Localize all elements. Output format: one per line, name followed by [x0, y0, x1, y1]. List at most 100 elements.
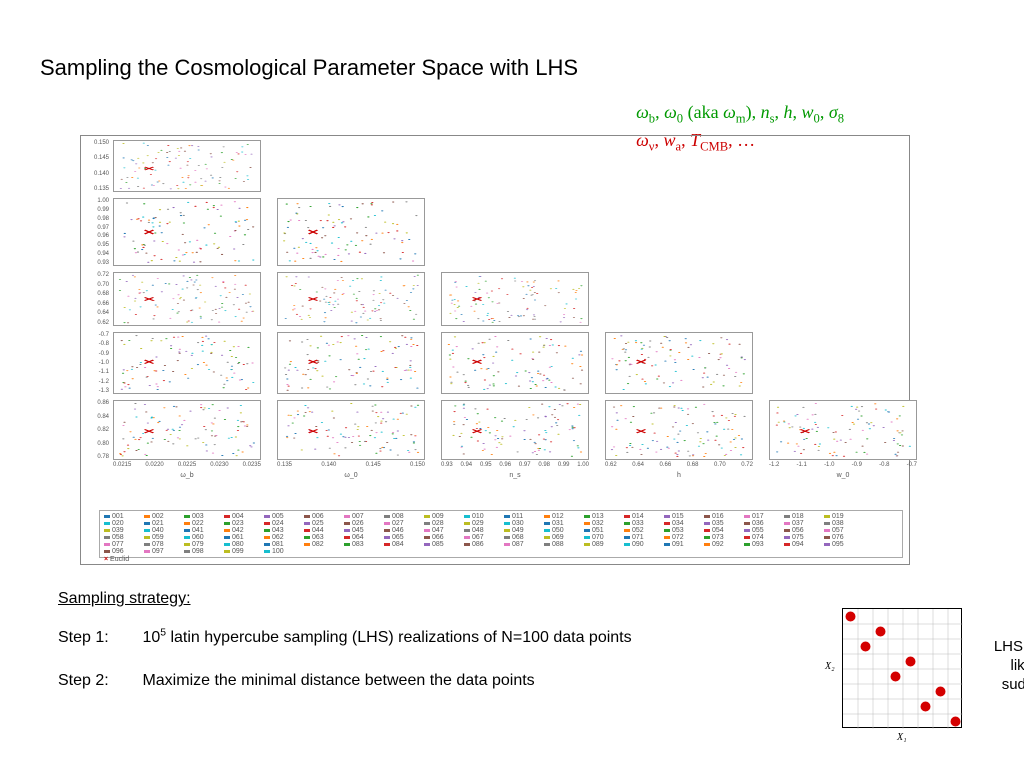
legend-item-40: 040	[144, 527, 184, 534]
panel-r4-c4	[769, 400, 917, 460]
panel-r0-c0	[113, 140, 261, 192]
legend-item-35: 035	[704, 520, 744, 527]
legend-item-75: 075	[784, 534, 824, 541]
legend-item-34: 034	[664, 520, 704, 527]
panel-r4-c1	[277, 400, 425, 460]
legend-item-43: 043	[264, 527, 304, 534]
legend-item-61: 061	[224, 534, 264, 541]
legend-item-82: 082	[304, 541, 344, 548]
step-1: Step 1: 105 latin hypercube sampling (LH…	[58, 628, 632, 647]
legend-item-48: 048	[464, 527, 504, 534]
xlabel-col-2: n_s	[441, 472, 589, 479]
legend-item-26: 026	[344, 520, 384, 527]
legend-item-78: 078	[144, 541, 184, 548]
legend-item-89: 089	[584, 541, 624, 548]
legend-item-16: 016	[704, 513, 744, 520]
legend-item-15: 015	[664, 513, 704, 520]
legend-item-38: 038	[824, 520, 864, 527]
legend-item-71: 071	[624, 534, 664, 541]
legend-item-27: 027	[384, 520, 424, 527]
legend-item-7: 007	[344, 513, 384, 520]
sudoku-caption: LHS looks like a sudoku!	[984, 638, 1024, 694]
legend-item-64: 064	[344, 534, 384, 541]
legend-item-50: 050	[544, 527, 584, 534]
legend-item-67: 067	[464, 534, 504, 541]
legend-item-65: 065	[384, 534, 424, 541]
panel-r3-c3	[605, 332, 753, 394]
legend-item-42: 042	[224, 527, 264, 534]
legend-item-18: 018	[784, 513, 824, 520]
legend-item-22: 022	[184, 520, 224, 527]
legend-item-74: 074	[744, 534, 784, 541]
legend-euclid: × Euclid	[104, 556, 898, 563]
xlabel-col-1: ω_0	[277, 472, 425, 479]
legend-item-39: 039	[104, 527, 144, 534]
legend-item-69: 069	[544, 534, 584, 541]
scatter-matrix-figure: 0.1350.1400.1450.150 0.930.940.950.960.97…	[80, 135, 910, 565]
legend-item-57: 057	[824, 527, 864, 534]
xlabel-col-4: w_0	[769, 472, 917, 479]
panel-r3-c2	[441, 332, 589, 394]
legend-item-29: 029	[464, 520, 504, 527]
legend-item-11: 011	[504, 513, 544, 520]
legend-item-96: 096	[104, 548, 144, 555]
legend-item-59: 059	[144, 534, 184, 541]
step2-label: Step 2:	[58, 672, 138, 690]
legend: 0010020030040050060070080090100110120130…	[99, 510, 903, 558]
step2-text: Maximize the minimal distance between th…	[142, 672, 534, 689]
legend-item-33: 033	[624, 520, 664, 527]
legend-item-32: 032	[584, 520, 624, 527]
legend-item-83: 083	[344, 541, 384, 548]
panel-r4-c0	[113, 400, 261, 460]
legend-item-76: 076	[824, 534, 864, 541]
legend-item-45: 045	[344, 527, 384, 534]
panel-r2-c2	[441, 272, 589, 326]
legend-item-5: 005	[264, 513, 304, 520]
strategy-heading: Sampling strategy:	[58, 590, 191, 608]
legend-item-77: 077	[104, 541, 144, 548]
legend-item-20: 020	[104, 520, 144, 527]
step1-label: Step 1:	[58, 629, 138, 647]
legend-item-2: 002	[144, 513, 184, 520]
legend-item-84: 084	[384, 541, 424, 548]
legend-item-51: 051	[584, 527, 624, 534]
legend-item-47: 047	[424, 527, 464, 534]
legend-item-56: 056	[784, 527, 824, 534]
xlabel-col-0: ω_b	[113, 472, 261, 479]
xticks-col-1: 0.1350.1400.1450.150	[277, 462, 425, 468]
legend-item-17: 017	[744, 513, 784, 520]
legend-item-81: 081	[264, 541, 304, 548]
yticks-row-3: -1.3-1.2-1.1-1.0-0.9-0.8-0.7	[81, 332, 109, 394]
legend-item-70: 070	[584, 534, 624, 541]
legend-item-6: 006	[304, 513, 344, 520]
legend-item-1: 001	[104, 513, 144, 520]
legend-item-60: 060	[184, 534, 224, 541]
legend-item-10: 010	[464, 513, 504, 520]
legend-item-30: 030	[504, 520, 544, 527]
legend-item-100: 100	[264, 548, 304, 555]
legend-item-91: 091	[664, 541, 704, 548]
yticks-row-0: 0.1350.1400.1450.150	[81, 140, 109, 192]
legend-item-49: 049	[504, 527, 544, 534]
yticks-row-2: 0.620.640.660.680.700.72	[81, 272, 109, 326]
legend-item-97: 097	[144, 548, 184, 555]
legend-item-14: 014	[624, 513, 664, 520]
legend-item-66: 066	[424, 534, 464, 541]
legend-item-44: 044	[304, 527, 344, 534]
legend-item-37: 037	[784, 520, 824, 527]
legend-item-46: 046	[384, 527, 424, 534]
legend-item-63: 063	[304, 534, 344, 541]
xticks-col-3: 0.620.640.660.680.700.72	[605, 462, 753, 468]
legend-item-3: 003	[184, 513, 224, 520]
legend-item-21: 021	[144, 520, 184, 527]
panel-r3-c1	[277, 332, 425, 394]
xticks-col-0: 0.02150.02200.02250.02300.0235	[113, 462, 261, 468]
sudoku-xlabel: X₁	[897, 732, 907, 743]
panel-r2-c0	[113, 272, 261, 326]
legend-item-99: 099	[224, 548, 264, 555]
legend-item-93: 093	[744, 541, 784, 548]
legend-item-73: 073	[704, 534, 744, 541]
legend-item-95: 095	[824, 541, 864, 548]
legend-item-36: 036	[744, 520, 784, 527]
xticks-col-2: 0.930.940.950.960.970.980.991.00	[441, 462, 589, 468]
